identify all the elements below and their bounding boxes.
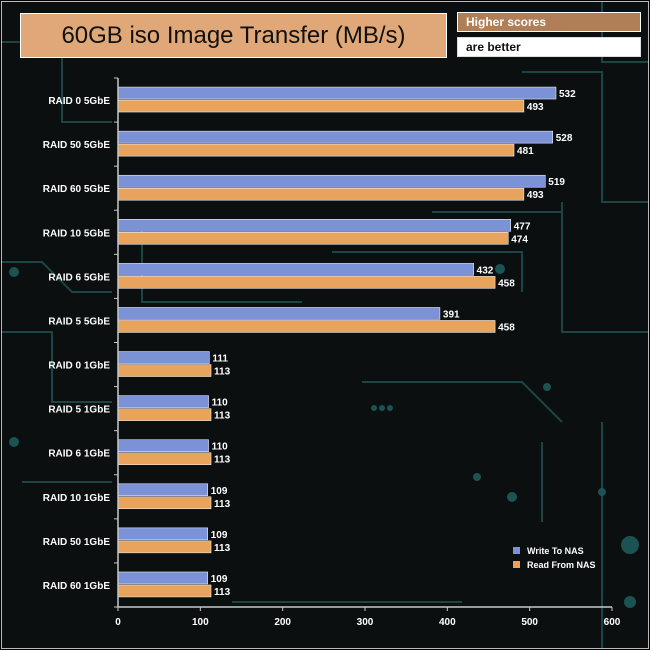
bar-read xyxy=(117,496,212,510)
bar-write xyxy=(117,527,208,541)
x-tick-label: 600 xyxy=(604,617,621,628)
category-label: RAID 50 1GbE xyxy=(43,537,111,548)
legend-swatch xyxy=(513,561,520,568)
bar-read xyxy=(117,584,212,598)
legend: Write To NAS Read From NAS xyxy=(513,546,596,570)
legend-swatch xyxy=(513,547,520,554)
data-label: 458 xyxy=(498,322,515,333)
chart-title: 60GB iso Image Transfer (MB/s) xyxy=(61,21,406,49)
bar-read xyxy=(117,452,212,465)
note-higher-scores: Higher scores xyxy=(457,12,641,32)
bar-write xyxy=(117,483,208,497)
data-label: 113 xyxy=(214,411,231,422)
x-tick-label: 200 xyxy=(274,617,291,628)
category-label: RAID 6 1GbE xyxy=(48,449,110,460)
data-label: 113 xyxy=(214,587,231,598)
note-are-better: are better xyxy=(457,37,641,57)
data-label: 113 xyxy=(214,367,231,378)
data-label: 493 xyxy=(527,190,544,201)
bar-write xyxy=(117,351,210,364)
legend-label: Write To NAS xyxy=(527,546,584,556)
data-label: 391 xyxy=(443,309,460,320)
data-label: 532 xyxy=(559,89,576,100)
data-label: 109 xyxy=(211,574,228,585)
data-label: 109 xyxy=(211,530,228,541)
data-label: 474 xyxy=(511,234,528,245)
x-tick-label: 400 xyxy=(439,617,456,628)
category-label: RAID 10 1GbE xyxy=(43,493,111,504)
bar-read xyxy=(117,232,509,245)
data-label: 458 xyxy=(498,278,515,289)
data-label: 493 xyxy=(527,102,544,113)
category-label: RAID 60 1GbE xyxy=(43,581,111,592)
bar-read xyxy=(117,276,496,289)
data-label: 528 xyxy=(556,133,573,144)
category-label: RAID 50 5GbE xyxy=(43,140,111,151)
bar-write xyxy=(117,263,474,276)
bar-read xyxy=(117,99,525,113)
bar-write xyxy=(117,307,441,320)
bar-read xyxy=(117,408,212,421)
chart-title-box: 60GB iso Image Transfer (MB/s) xyxy=(20,13,447,58)
data-label: 113 xyxy=(214,499,231,510)
legend-label: Read From NAS xyxy=(527,560,596,570)
category-label: RAID 10 5GbE xyxy=(43,228,111,239)
bar-read xyxy=(117,187,525,201)
data-label: 113 xyxy=(214,455,231,466)
category-label: RAID 5 5GbE xyxy=(48,316,110,327)
bar-write xyxy=(117,130,553,144)
bar-write xyxy=(117,439,209,452)
bar-write xyxy=(117,219,511,232)
data-label: 519 xyxy=(548,177,565,188)
data-label: 110 xyxy=(212,442,229,453)
bar-read xyxy=(117,143,515,157)
x-tick-label: 0 xyxy=(115,617,121,628)
x-tick-label: 300 xyxy=(357,617,374,628)
data-label: 481 xyxy=(517,146,534,157)
bar-write xyxy=(117,395,209,408)
data-label: 432 xyxy=(477,265,494,276)
bar-read xyxy=(117,540,212,554)
category-label: RAID 0 5GbE xyxy=(48,96,110,107)
category-label: RAID 60 5GbE xyxy=(43,184,111,195)
category-label: RAID 6 5GbE xyxy=(48,272,110,283)
data-label: 110 xyxy=(212,398,229,409)
bar-read xyxy=(117,364,212,377)
bar-read xyxy=(117,320,496,333)
category-label: RAID 5 1GbE xyxy=(48,405,110,416)
data-label: 113 xyxy=(214,543,231,554)
data-label: 477 xyxy=(514,221,531,232)
data-label: 109 xyxy=(211,486,228,497)
bar-write xyxy=(117,571,208,585)
x-tick-label: 100 xyxy=(192,617,209,628)
data-label: 111 xyxy=(212,354,228,365)
category-labels: RAID 0 5GbE RAID 50 5GbE RAID 60 5GbE RAID … xyxy=(43,96,111,592)
x-tick-label: 500 xyxy=(521,617,538,628)
bar-write xyxy=(117,86,557,100)
bar-write xyxy=(117,174,546,188)
axes-layer: 0 100 200 300 400 500 600 xyxy=(114,77,621,628)
category-label: RAID 0 1GbE xyxy=(48,361,110,372)
bars-layer: 532 493 528 481 519 493 477 474 432 458 391 458 111 1… xyxy=(117,86,576,598)
